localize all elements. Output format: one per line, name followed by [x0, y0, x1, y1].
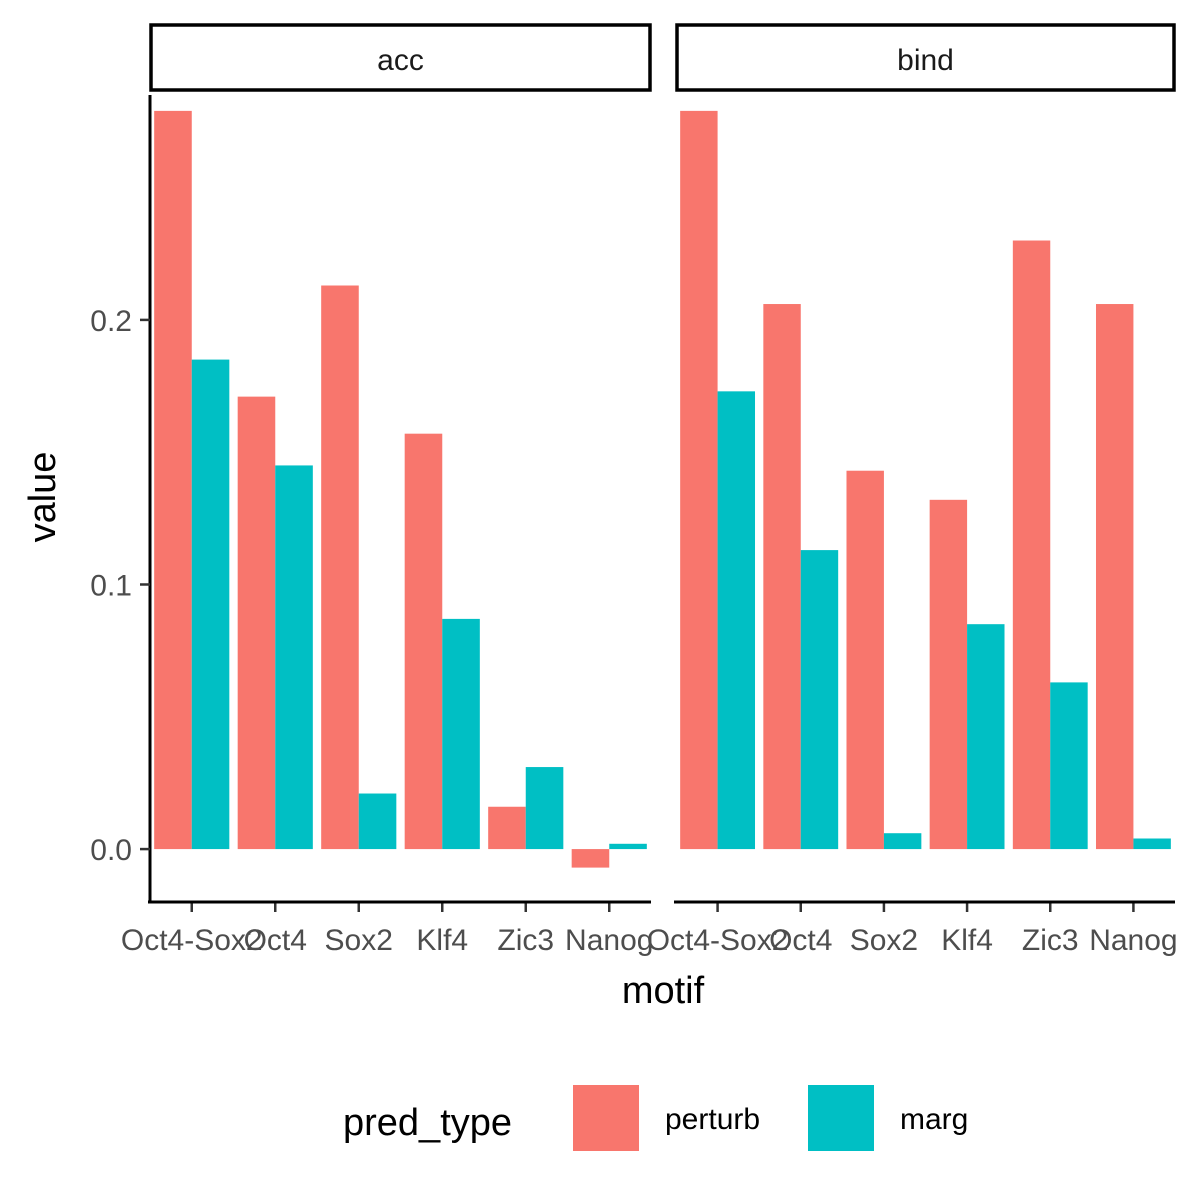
y-axis: 0.0 0.1 0.2 [90, 95, 152, 904]
legend-label-perturb: perturb [665, 1103, 760, 1136]
bar-perturb-sox2 [846, 470, 884, 850]
strip-box [149, 23, 652, 92]
bar-perturb-klf4 [929, 499, 968, 850]
bar-perturb-nanog [571, 849, 610, 868]
bar-perturb-zic3 [488, 806, 526, 850]
bar-marg-klf4 [442, 618, 480, 850]
x-tick-label: Oct4 [769, 924, 832, 957]
y-tick-label: 0.0 [90, 834, 132, 867]
bar-marg-oct4-sox2 [717, 391, 756, 850]
bar-marg-zic3 [1050, 682, 1088, 850]
bar-marg-nanog [1133, 838, 1171, 850]
strip-box [675, 23, 1176, 92]
bar-perturb-oct4 [763, 304, 801, 850]
strip-label: acc [377, 44, 424, 77]
y-tick-label: 0.2 [90, 305, 132, 338]
x-axis-title: motif [622, 970, 705, 1012]
strip-label: bind [897, 44, 954, 77]
bar-marg-nanog [609, 843, 647, 850]
x-tick-label: Nanog [1089, 924, 1177, 957]
bar-marg-oct4-sox2 [191, 359, 230, 850]
legend-title: pred_type [343, 1102, 512, 1144]
y-axis-title: value [22, 452, 64, 543]
y-tick-label: 0.1 [90, 569, 132, 602]
x-tick-label: Oct4 [244, 924, 307, 957]
x-tick-label: Zic3 [497, 924, 554, 957]
x-tick-label: Sox2 [850, 924, 918, 957]
legend: pred_type perturb marg [343, 1085, 968, 1151]
bar-perturb-zic3 [1012, 240, 1051, 850]
bar-perturb-oct4-sox2 [154, 110, 192, 850]
legend-key-marg [808, 1085, 874, 1151]
x-tick-label: Oct4-Sox2 [647, 924, 789, 957]
bar-perturb-oct4-sox2 [680, 110, 718, 850]
bar-marg-sox2 [883, 833, 922, 850]
bar-perturb-oct4 [237, 396, 276, 850]
bar-marg-zic3 [525, 767, 564, 850]
x-tick-label: Klf4 [416, 924, 468, 957]
x-tick-label: Nanog [565, 924, 653, 957]
x-tick-label: Sox2 [325, 924, 393, 957]
x-tick-label: Klf4 [941, 924, 993, 957]
bar-marg-oct4 [800, 550, 839, 850]
bar-perturb-sox2 [321, 285, 359, 850]
bar-marg-klf4 [967, 624, 1005, 850]
x-tick-label: Zic3 [1022, 924, 1079, 957]
legend-label-marg: marg [900, 1103, 968, 1136]
legend-key-perturb [573, 1085, 639, 1151]
x-tick-label: Oct4-Sox2 [121, 924, 263, 957]
bar-marg-sox2 [358, 793, 397, 850]
bar-marg-oct4 [275, 465, 313, 850]
bar-perturb-nanog [1095, 304, 1134, 850]
bar-perturb-klf4 [404, 433, 443, 850]
